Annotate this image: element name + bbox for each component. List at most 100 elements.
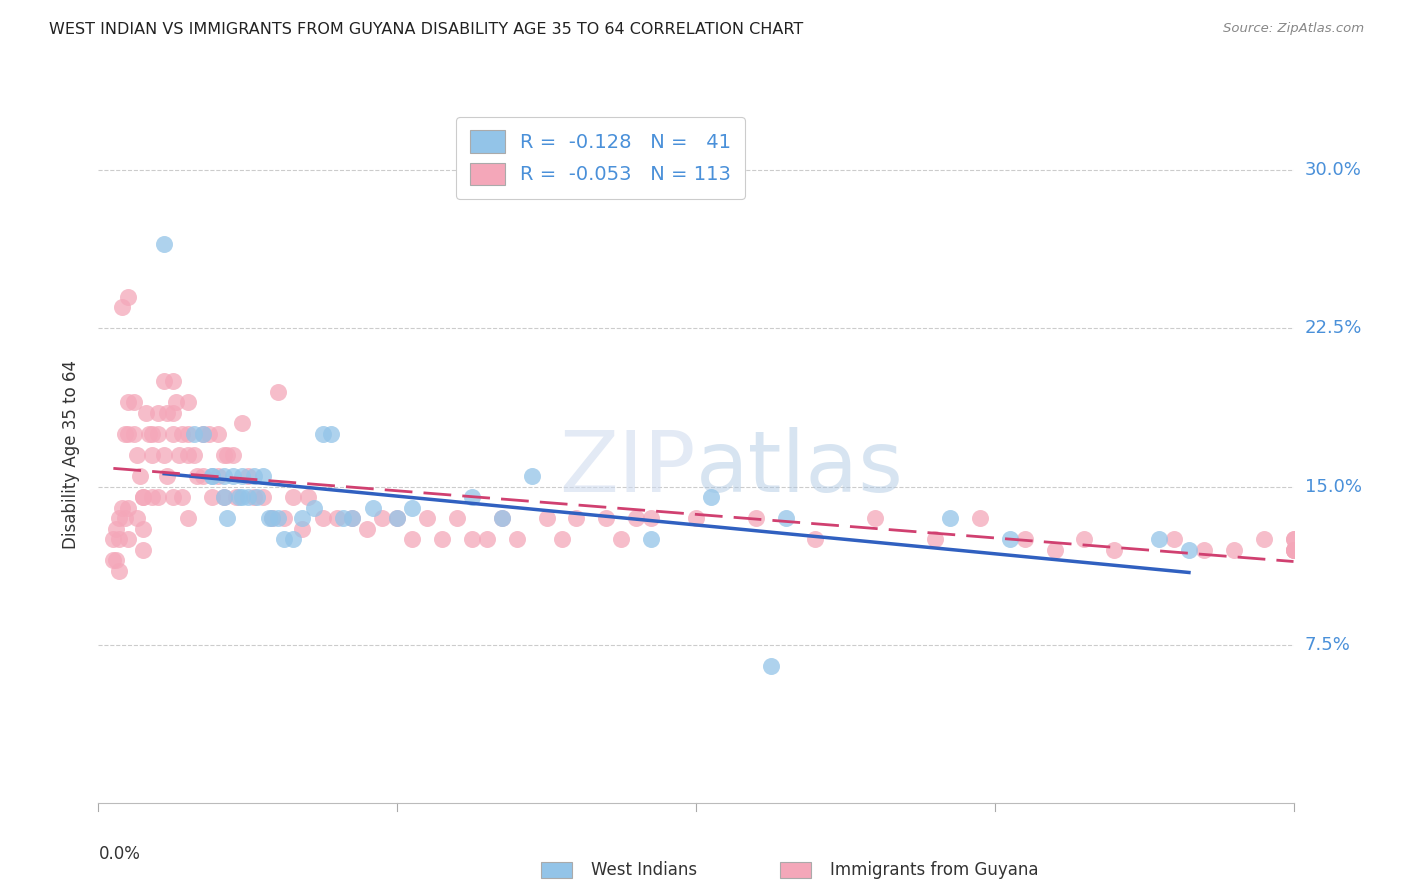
Point [297,490,319,504]
Point [475,533,498,547]
Point [363,500,385,515]
Point [342,511,364,525]
Point [1073,533,1095,547]
Point [183,448,205,462]
Point [281,490,304,504]
Point [148,406,170,420]
Bar [541,862,572,878]
Point [124,426,146,441]
Point [267,511,290,525]
Point [201,469,224,483]
Point [321,426,343,441]
Point [162,406,184,420]
Point [461,490,484,504]
Point [998,533,1021,547]
Point [177,448,200,462]
Point [141,426,163,441]
Point [108,564,131,578]
Point [201,490,224,504]
Text: West Indians: West Indians [591,861,696,879]
Point [148,490,170,504]
Point [446,511,468,525]
Point [1282,533,1305,547]
Point [865,511,887,525]
Point [640,533,662,547]
Point [302,500,325,515]
Point [595,511,617,525]
Point [1282,542,1305,557]
Point [132,490,155,504]
Point [1104,542,1126,557]
Point [212,490,235,504]
Point [228,490,250,504]
Point [114,426,136,441]
Point [311,426,333,441]
Point [1282,542,1305,557]
Point [290,511,312,525]
Point [759,658,782,673]
Point [207,426,229,441]
Point [167,448,190,462]
Point [231,490,253,504]
Bar [780,862,811,878]
Point [385,511,409,525]
Point [156,469,179,483]
Point [141,448,163,462]
Point [114,511,136,525]
Point [148,426,170,441]
Point [129,469,152,483]
Point [222,448,245,462]
Point [610,533,633,547]
Point [172,490,194,504]
Point [311,511,333,525]
Point [105,522,128,536]
Point [401,533,423,547]
Text: Source: ZipAtlas.com: Source: ZipAtlas.com [1223,22,1364,36]
Point [246,490,269,504]
Point [1253,533,1275,547]
Text: 30.0%: 30.0% [1305,161,1361,179]
Point [201,469,224,483]
Point [356,522,378,536]
Point [1192,542,1215,557]
Point [281,533,304,547]
Y-axis label: Disability Age 35 to 64: Disability Age 35 to 64 [62,360,80,549]
Point [1282,533,1305,547]
Point [212,448,235,462]
Point [153,237,176,252]
Point [225,490,247,504]
Point [624,511,647,525]
Point [162,374,184,388]
Point [127,511,149,525]
Point [111,500,134,515]
Point [117,290,139,304]
Point [290,522,312,536]
Point [775,511,797,525]
Point [1014,533,1036,547]
Point [401,500,423,515]
Point [491,511,513,525]
Point [132,490,155,504]
Point [191,426,214,441]
Point [236,490,259,504]
Point [1282,542,1305,557]
Point [141,490,163,504]
Point [685,511,707,525]
Point [215,511,238,525]
Point [804,533,827,547]
Point [135,406,157,420]
Point [165,395,187,409]
Point [565,511,588,525]
Point [156,406,179,420]
Legend: R =  -0.128   N =   41, R =  -0.053   N = 113: R = -0.128 N = 41, R = -0.053 N = 113 [456,117,745,199]
Point [162,426,184,441]
Point [103,553,125,567]
Text: atlas: atlas [696,427,904,510]
Point [243,469,266,483]
Point [260,511,283,525]
Point [132,542,155,557]
Point [198,426,221,441]
Point [1178,542,1201,557]
Point [124,395,146,409]
Point [177,426,200,441]
